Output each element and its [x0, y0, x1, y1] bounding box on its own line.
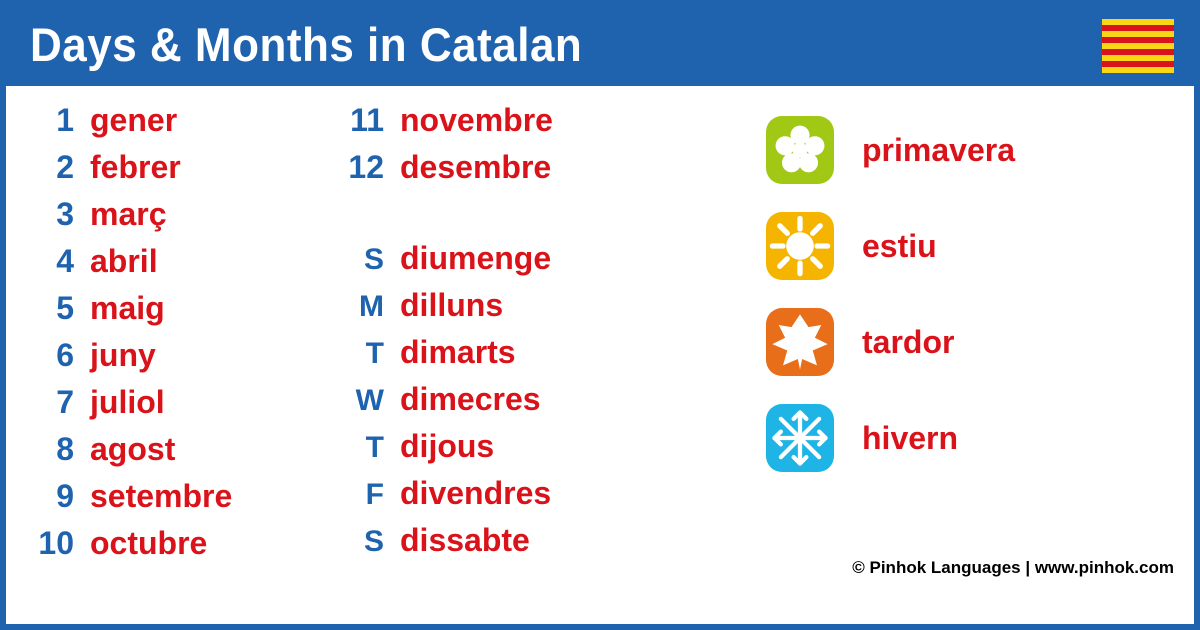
season-label: primavera: [862, 132, 1015, 169]
item-word: octubre: [90, 525, 207, 562]
day-letter: S: [346, 525, 400, 559]
item-word: agost: [90, 431, 175, 468]
seasons-column: primavera estiu tardor hivern: [766, 102, 1126, 486]
snow-icon: [766, 404, 834, 472]
season-item: hivern: [766, 390, 1126, 486]
item-number: 11: [346, 102, 400, 139]
season-label: tardor: [862, 324, 954, 361]
item-number: 2: [36, 149, 90, 186]
day-letter: T: [346, 431, 400, 465]
item-word: febrer: [90, 149, 181, 186]
list-item: 1gener: [36, 102, 316, 149]
item-word: desembre: [400, 149, 551, 186]
item-number: 3: [36, 196, 90, 233]
list-item: 6juny: [36, 337, 316, 384]
item-word: novembre: [400, 102, 553, 139]
list-item: Mdilluns: [346, 287, 646, 334]
item-number: 6: [36, 337, 90, 374]
season-item: tardor: [766, 294, 1126, 390]
item-word: abril: [90, 243, 158, 280]
day-letter: W: [346, 384, 400, 418]
item-word: dilluns: [400, 287, 503, 324]
list-item: Sdissabte: [346, 522, 646, 569]
day-letter: T: [346, 337, 400, 371]
list-item: 11novembre: [346, 102, 646, 149]
season-item: estiu: [766, 198, 1126, 294]
list-item: 3març: [36, 196, 316, 243]
item-word: diumenge: [400, 240, 551, 277]
list-item: Wdimecres: [346, 381, 646, 428]
item-word: dijous: [400, 428, 494, 465]
item-number: 5: [36, 290, 90, 327]
season-label: hivern: [862, 420, 958, 457]
months-column-1: 1gener2febrer3març4abril5maig6juny7julio…: [36, 102, 316, 572]
list-item: 2febrer: [36, 149, 316, 196]
day-letter: F: [346, 478, 400, 512]
item-number: 10: [36, 525, 90, 562]
item-word: dissabte: [400, 522, 530, 559]
item-word: maig: [90, 290, 165, 327]
list-item: Sdiumenge: [346, 240, 646, 287]
day-letter: S: [346, 243, 400, 277]
months-days-column-2: 11novembre12desembreSdiumengeMdillunsTdi…: [346, 102, 646, 569]
item-word: juliol: [90, 384, 165, 421]
sun-icon: [766, 212, 834, 280]
leaf-icon: [766, 308, 834, 376]
list-item: 9setembre: [36, 478, 316, 525]
item-number: 4: [36, 243, 90, 280]
item-word: juny: [90, 337, 156, 374]
item-word: gener: [90, 102, 177, 139]
item-number: 7: [36, 384, 90, 421]
list-item: 4abril: [36, 243, 316, 290]
flower-icon: [766, 116, 834, 184]
item-word: divendres: [400, 475, 551, 512]
item-word: dimarts: [400, 334, 516, 371]
item-number: 1: [36, 102, 90, 139]
list-item: 12desembre: [346, 149, 646, 196]
season-item: primavera: [766, 102, 1126, 198]
catalan-flag-icon: [1102, 19, 1174, 73]
item-number: 12: [346, 149, 400, 186]
list-item: Tdijous: [346, 428, 646, 475]
item-word: dimecres: [400, 381, 541, 418]
list-item: 7juliol: [36, 384, 316, 431]
list-item: Fdivendres: [346, 475, 646, 522]
season-label: estiu: [862, 228, 937, 265]
footer-credit: © Pinhok Languages | www.pinhok.com: [852, 558, 1174, 578]
list-item: 5maig: [36, 290, 316, 337]
content-area: 1gener2febrer3març4abril5maig6juny7julio…: [6, 86, 1194, 586]
item-word: març: [90, 196, 167, 233]
page-title: Days & Months in Catalan: [30, 19, 582, 73]
item-number: 9: [36, 478, 90, 515]
item-number: 8: [36, 431, 90, 468]
header: Days & Months in Catalan: [6, 6, 1194, 86]
day-letter: M: [346, 290, 400, 324]
list-item: 10octubre: [36, 525, 316, 572]
item-word: setembre: [90, 478, 232, 515]
list-item: 8agost: [36, 431, 316, 478]
list-item: Tdimarts: [346, 334, 646, 381]
